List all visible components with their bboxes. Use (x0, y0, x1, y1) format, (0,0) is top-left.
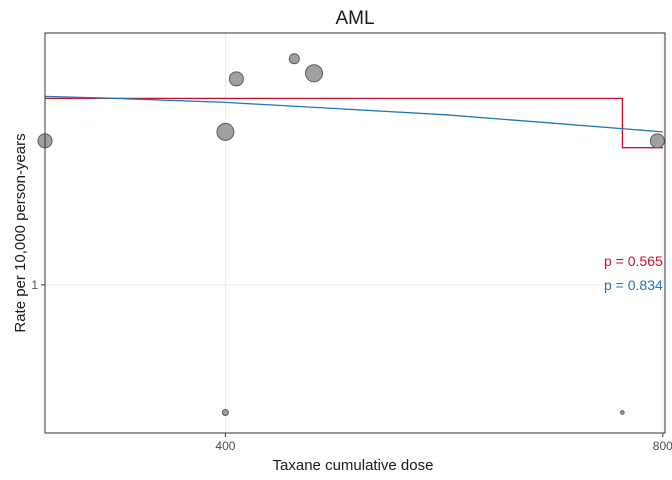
p-value-label-1: p = 0.565 (604, 253, 663, 269)
x-tick-label-400: 400 (215, 439, 235, 453)
panel-border (44, 32, 666, 434)
chart-title: AML (335, 8, 374, 29)
data-point-7 (221, 408, 229, 416)
data-point-2 (216, 122, 235, 141)
data-points (37, 53, 665, 416)
p-value-label-2: p = 0.834 (604, 277, 663, 293)
y-axis-title: Rate per 10,000 person-years (12, 133, 29, 332)
smooth-line (44, 95, 663, 133)
data-point-6 (649, 133, 665, 149)
data-point-8 (620, 410, 625, 415)
x-axis-title: Taxane cumulative dose (273, 457, 434, 474)
axis-ticks: 400 800 1 (31, 278, 672, 453)
x-tick-label-800: 800 (653, 439, 672, 453)
data-point-4 (288, 53, 300, 65)
data-point-3 (228, 71, 244, 87)
series-lines (44, 95, 663, 149)
grid (45, 33, 665, 433)
step-line (45, 97, 663, 149)
data-point-5 (304, 64, 323, 83)
y-tick-label-1: 1 (31, 278, 38, 292)
p-value-annotations: p = 0.565 p = 0.834 (604, 253, 663, 293)
